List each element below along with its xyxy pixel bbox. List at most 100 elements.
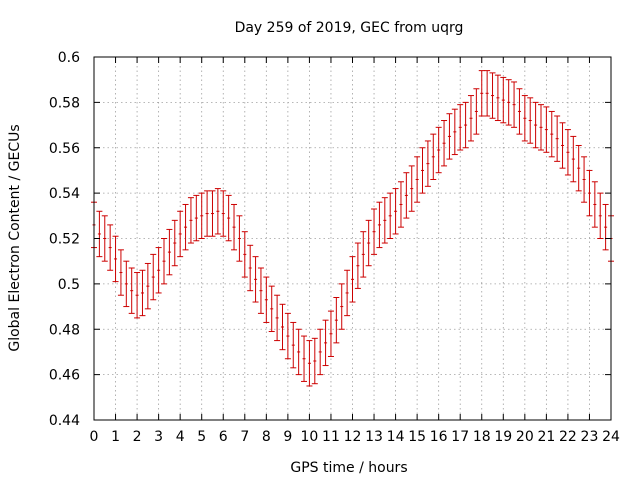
error-bar-point: [144, 262, 151, 310]
x-tick-label: 3: [154, 429, 163, 445]
error-bar-point: [462, 101, 469, 149]
x-tick-label: 14: [387, 429, 405, 445]
error-bar-point: [117, 249, 124, 296]
x-tick-label: 10: [301, 429, 319, 445]
error-bar-point: [101, 215, 108, 262]
y-tick-label: 0.52: [49, 232, 80, 248]
x-tick-labels: 0 1 2 3 4 5 6 7 8 9 10 11 12 13 14 15 16 17 18 19 20 21 22 23 24: [90, 429, 620, 445]
error-bar-point: [198, 192, 205, 239]
error-bar-point: [204, 190, 211, 237]
error-bar-point: [301, 335, 308, 382]
x-tick-label: 20: [516, 429, 534, 445]
x-tick-label: 8: [262, 429, 271, 445]
error-bar-point: [516, 88, 523, 135]
error-bar-point: [564, 129, 571, 176]
error-bar-point: [187, 197, 194, 244]
y-tick-label: 0.5: [58, 277, 80, 293]
error-bar-point: [602, 203, 609, 251]
x-tick-label: 13: [365, 429, 383, 445]
error-bar-point: [430, 133, 437, 181]
error-bar-point: [354, 242, 361, 289]
error-bar-point: [284, 312, 291, 360]
error-bar-point: [225, 194, 232, 242]
x-tick-label: 2: [133, 429, 142, 445]
x-tick-label: 4: [176, 429, 185, 445]
error-bar-point: [543, 106, 550, 153]
error-bar-point: [317, 328, 324, 376]
error-bar-point: [484, 70, 491, 117]
x-tick-label: 5: [197, 429, 206, 445]
error-bar-point: [107, 224, 114, 271]
error-bar-point: [349, 256, 356, 303]
error-bar-point: [123, 260, 130, 308]
error-bar-point: [220, 190, 227, 237]
y-tick-label: 0.48: [49, 322, 80, 338]
error-bar-point: [365, 219, 372, 267]
error-bar-point: [360, 231, 367, 278]
error-bar-point: [494, 74, 501, 122]
error-bar-point: [446, 113, 453, 160]
error-bar-point: [279, 303, 286, 351]
error-bar-point: [182, 203, 189, 251]
error-bar-point: [177, 210, 184, 258]
error-bar-point: [586, 169, 593, 217]
error-bar-point: [575, 144, 582, 192]
error-bar-point: [193, 194, 200, 242]
error-bar-point: [527, 97, 534, 144]
error-bar-point: [171, 219, 178, 267]
y-tick-label: 0.56: [49, 141, 80, 157]
error-bar-point: [311, 337, 318, 385]
x-tick-label: 21: [537, 429, 555, 445]
error-bar-point: [231, 203, 238, 251]
error-bar-point: [414, 156, 421, 203]
chart-title: Day 259 of 2019, GEC from uqrg: [235, 20, 464, 36]
error-bar-point: [441, 120, 448, 167]
error-bar-point: [274, 294, 281, 342]
error-bar-point: [478, 70, 485, 117]
x-axis-label: GPS time / hours: [290, 460, 407, 476]
error-bar-point: [139, 269, 146, 317]
error-bar-point: [570, 135, 577, 183]
error-bar-point: [268, 285, 275, 333]
error-bar-point: [435, 126, 442, 174]
y-tick-label: 0.46: [49, 368, 80, 384]
x-tick-label: 24: [602, 429, 620, 445]
error-bar-point: [344, 269, 351, 317]
error-bar-point: [511, 81, 518, 128]
x-tick-label: 1: [111, 429, 120, 445]
error-bar-point: [333, 296, 340, 344]
error-bar-point: [327, 310, 334, 357]
x-tick-label: 19: [494, 429, 512, 445]
x-tick-label: 18: [473, 429, 491, 445]
error-bar-point: [96, 210, 103, 258]
error-bar-point: [209, 190, 216, 237]
error-bar-point: [403, 172, 410, 219]
error-bar-point: [338, 283, 345, 330]
x-tick-label: 16: [430, 429, 448, 445]
error-bar-point: [392, 188, 399, 235]
error-bar-point: [155, 247, 162, 294]
y-tick-label: 0.54: [49, 186, 80, 202]
x-tick-label: 22: [559, 429, 577, 445]
x-tick-label: 12: [344, 429, 362, 445]
grid: [94, 57, 611, 420]
error-bar-point: [467, 95, 474, 142]
error-bar-point: [150, 253, 157, 301]
error-bar-point: [532, 101, 539, 149]
y-tick-label: 0.44: [49, 413, 80, 429]
error-bar-point: [387, 192, 394, 239]
series-gec: [91, 70, 614, 387]
error-bar-point: [489, 72, 496, 119]
x-tick-label: 0: [90, 429, 99, 445]
y-tick-labels: 0.44 0.46 0.48 0.5 0.52 0.54 0.56 0.58 0.6: [49, 50, 80, 429]
error-bar-point: [591, 181, 598, 228]
error-bar-point: [500, 76, 507, 124]
error-bar-point: [397, 181, 404, 228]
error-bar-point: [408, 165, 415, 212]
x-tick-label: 7: [240, 429, 249, 445]
x-tick-label: 9: [283, 429, 292, 445]
x-tick-label: 6: [219, 429, 228, 445]
error-bar-point: [581, 156, 588, 203]
error-bar-point: [241, 231, 248, 278]
